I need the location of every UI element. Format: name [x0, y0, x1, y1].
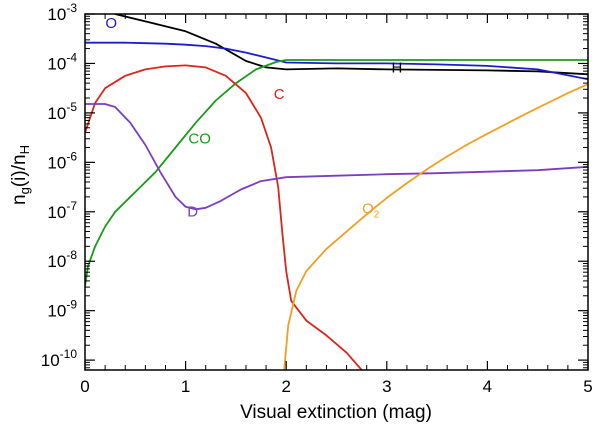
series-label-o2: O2: [362, 200, 380, 220]
series-label-o: O: [105, 15, 117, 32]
series-line-co: [85, 59, 588, 287]
x-axis-title: Visual extinction (mag): [240, 402, 432, 423]
y-tick-label: 10-5: [47, 100, 77, 123]
series-line-h: [114, 14, 588, 76]
y-tick-label: 10-4: [47, 50, 77, 73]
x-tick-label: 4: [483, 377, 492, 396]
series-layer: [85, 14, 588, 370]
series-label-co: CO: [188, 131, 211, 148]
series-line-o2: [283, 83, 588, 370]
x-tick-label: 5: [583, 377, 592, 396]
series-label-d: D: [187, 204, 198, 221]
y-tick-label: 10-7: [47, 199, 77, 222]
x-tick-label: 0: [80, 377, 89, 396]
series-line-d: [85, 103, 588, 211]
y-tick-label: 10-3: [47, 1, 77, 24]
plot-frame: [84, 13, 589, 371]
series-line-c: [85, 64, 363, 370]
labels-layer: 0 1 2 3 4 5 10-3 10-4 10-5 10-6 10-7 10-8 10-9 10-10 H…: [41, 1, 593, 396]
ticks-layer: [84, 13, 589, 370]
series-line-o: [85, 41, 588, 81]
y-tick-label: 10-10: [41, 347, 78, 370]
series-label-c: C: [274, 86, 285, 103]
x-tick-label: 1: [181, 377, 190, 396]
series-label-h: H: [391, 59, 402, 76]
svg-text:ng(i)/nH: ng(i)/nH: [9, 145, 32, 205]
y-tick-label: 10-9: [47, 298, 77, 321]
y-axis-title: ng(i)/nH: [9, 145, 32, 205]
y-tick-label: 10-6: [47, 149, 77, 172]
y-tick-label: 10-8: [47, 248, 77, 271]
x-tick-label: 2: [281, 377, 290, 396]
x-tick-label: 3: [382, 377, 391, 396]
